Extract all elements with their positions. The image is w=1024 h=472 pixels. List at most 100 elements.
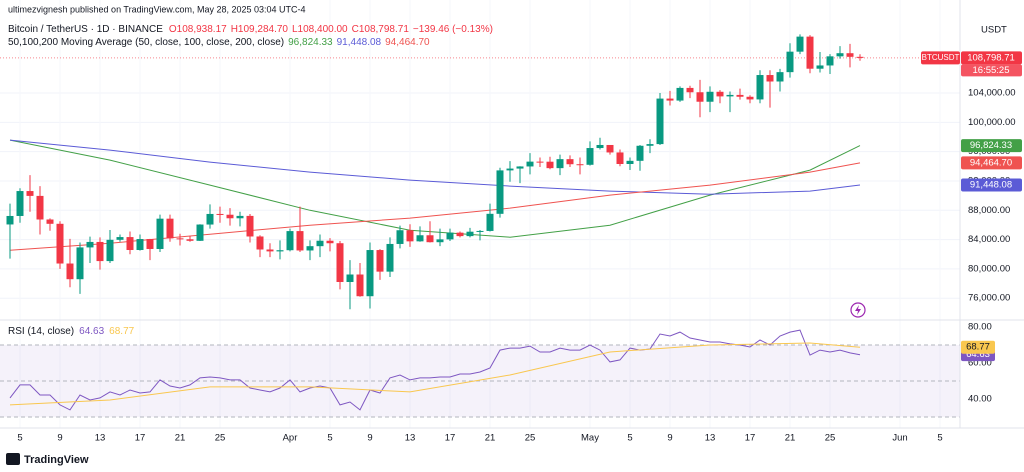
candle-body bbox=[136, 239, 144, 251]
candle-body bbox=[146, 239, 154, 249]
candle-body bbox=[576, 164, 584, 166]
candle-body bbox=[716, 91, 724, 97]
x-tick-label: 5 bbox=[17, 433, 22, 444]
candle-body bbox=[406, 230, 414, 242]
rsi-line bbox=[9, 342, 861, 406]
candle-body bbox=[666, 98, 674, 101]
x-tick-label: May bbox=[581, 433, 599, 444]
x-tick-label: 5 bbox=[627, 433, 632, 444]
candle-body bbox=[396, 230, 404, 244]
x-tick-label: 17 bbox=[135, 433, 146, 444]
candle-body bbox=[586, 148, 594, 165]
candle-body bbox=[126, 237, 134, 251]
candle-body bbox=[236, 215, 244, 219]
candle-body bbox=[66, 263, 74, 280]
candle-body bbox=[416, 235, 424, 242]
ohlc-high: H109,284.70 bbox=[231, 24, 289, 35]
candle-body bbox=[826, 56, 834, 66]
x-tick-label: 9 bbox=[667, 433, 672, 444]
rsi-tick-label: 60.00 bbox=[968, 358, 992, 369]
x-tick-label: 17 bbox=[745, 433, 756, 444]
candle-body bbox=[176, 238, 184, 240]
candle-body bbox=[646, 144, 654, 146]
marks bbox=[0, 34, 960, 411]
candle-body bbox=[246, 215, 254, 237]
candle-body bbox=[786, 51, 794, 73]
close-flag-bg bbox=[961, 51, 1022, 65]
candle-body bbox=[856, 56, 864, 58]
rsi-flag: 68.77 bbox=[966, 342, 990, 353]
candle-body bbox=[706, 91, 714, 102]
candle-body bbox=[766, 75, 774, 82]
candle-body bbox=[266, 249, 274, 252]
candle-body bbox=[196, 224, 204, 241]
candle-body bbox=[186, 239, 194, 241]
candle-body bbox=[306, 246, 314, 251]
countdown: 16:55:25 bbox=[973, 65, 1010, 76]
y-tick-label: 88,000.00 bbox=[968, 205, 1010, 216]
x-tick-label: 25 bbox=[825, 433, 836, 444]
candle-body bbox=[436, 239, 444, 243]
y-tick-label: 84,000.00 bbox=[968, 234, 1010, 245]
moving-average-line bbox=[9, 139, 861, 195]
candle-body bbox=[366, 250, 374, 297]
candle-body bbox=[336, 243, 344, 282]
symbol-flag-bg bbox=[921, 51, 960, 65]
candle-body bbox=[506, 168, 514, 171]
ma-flag: 94,464.70 bbox=[970, 157, 1012, 168]
x-tick-label: 21 bbox=[485, 433, 496, 444]
x-tick-label: 17 bbox=[445, 433, 456, 444]
candle-body bbox=[546, 161, 554, 169]
x-tick-label: 21 bbox=[785, 433, 796, 444]
x-tick-label: 21 bbox=[175, 433, 186, 444]
rsi-tick-label: 80.00 bbox=[968, 322, 992, 333]
candle-body bbox=[326, 240, 334, 244]
y-tick-label: 80,000.00 bbox=[968, 263, 1010, 274]
candle-body bbox=[596, 144, 604, 149]
candle-body bbox=[686, 87, 694, 93]
candle-body bbox=[616, 152, 624, 164]
candle-body bbox=[166, 218, 174, 239]
candle-body bbox=[466, 231, 474, 237]
candle-body bbox=[536, 161, 544, 163]
candle-body bbox=[346, 274, 354, 282]
symbol-flag: BTCUSDT bbox=[922, 53, 960, 62]
candle-body bbox=[486, 213, 494, 231]
y-tick-label: 100,000.00 bbox=[968, 117, 1016, 128]
candle-body bbox=[606, 144, 614, 153]
rsi-legend: RSI (14, close) 64.63 68.77 bbox=[8, 326, 135, 337]
ma-legend-value: 94,464.70 bbox=[385, 37, 430, 48]
x-tick-label: Apr bbox=[283, 433, 298, 444]
candle-body bbox=[36, 195, 44, 220]
candle-body bbox=[226, 214, 234, 219]
candle-body bbox=[56, 223, 64, 264]
candle-body bbox=[96, 241, 104, 262]
rsi-legend-value: 64.63 bbox=[79, 326, 104, 337]
candle-body bbox=[556, 159, 564, 169]
candle-body bbox=[156, 218, 164, 249]
candle-body bbox=[386, 243, 394, 272]
x-tick-label: 9 bbox=[367, 433, 372, 444]
ma-flag-bg bbox=[961, 139, 1022, 153]
candle-body bbox=[46, 219, 54, 224]
candle-body bbox=[116, 237, 124, 240]
candle-body bbox=[836, 53, 844, 57]
alert-icon[interactable] bbox=[850, 302, 866, 318]
ma-flag: 96,824.33 bbox=[970, 140, 1012, 151]
brand: TradingView bbox=[24, 454, 89, 466]
candle-body bbox=[636, 145, 644, 161]
ma-flag-bg bbox=[961, 178, 1022, 192]
ma-legend-value: 96,824.33 bbox=[288, 37, 333, 48]
ma-flag-bg bbox=[961, 156, 1022, 170]
candle-body bbox=[496, 170, 504, 214]
alert-bolt bbox=[855, 305, 861, 315]
candle-body bbox=[316, 240, 324, 247]
candle-body bbox=[6, 215, 14, 225]
candle-body bbox=[86, 241, 94, 248]
candle-body bbox=[376, 250, 384, 272]
candle-body bbox=[426, 235, 434, 243]
x-tick-label: 13 bbox=[705, 433, 716, 444]
ohlc-open: O108,938.17 bbox=[169, 24, 227, 35]
candle-body bbox=[676, 87, 684, 101]
y-tick-label: 76,000.00 bbox=[968, 293, 1010, 304]
